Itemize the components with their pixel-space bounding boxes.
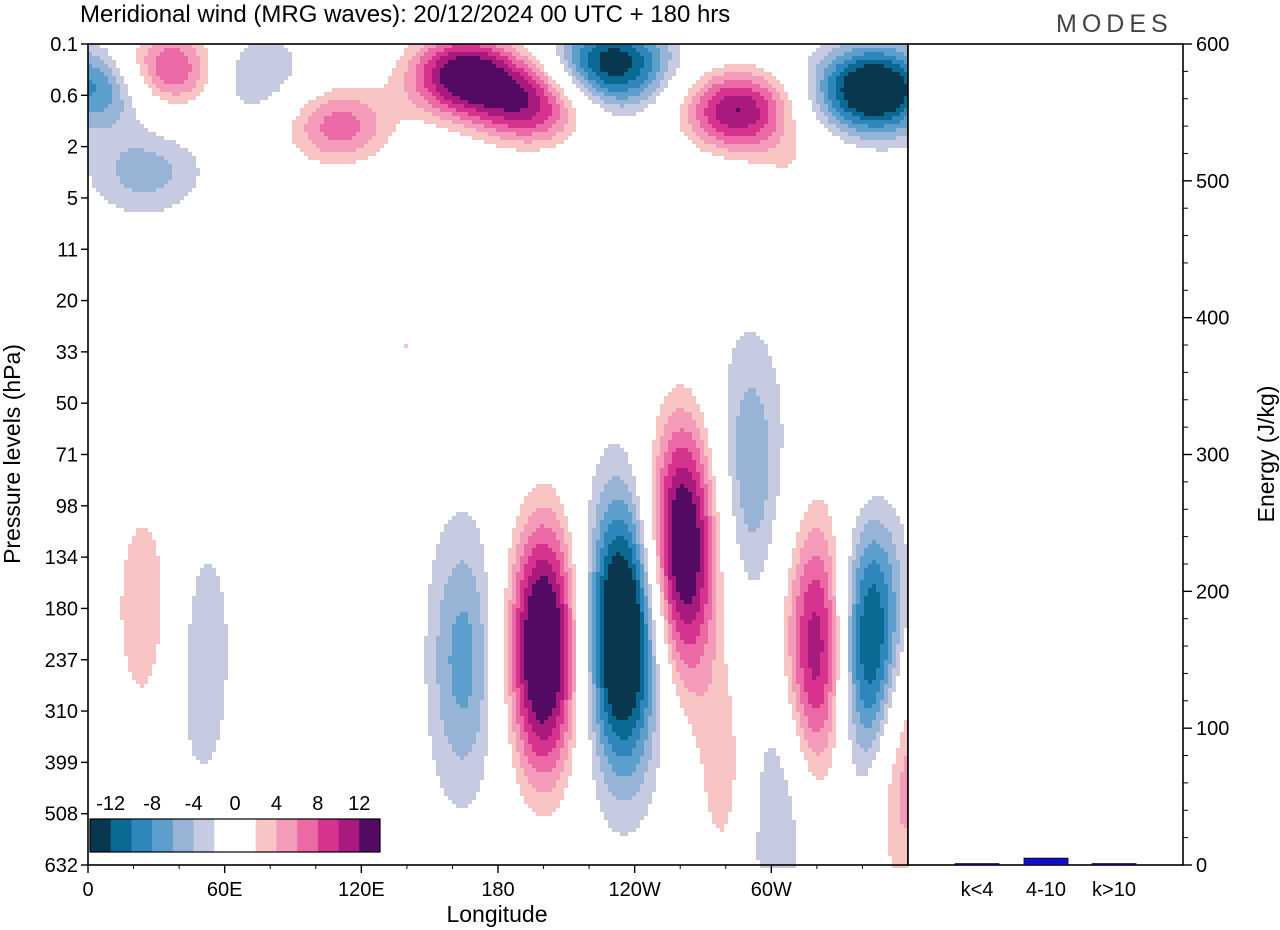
energy-tick-label: 400 <box>1196 308 1229 330</box>
energy-panel-frame <box>907 43 1184 866</box>
colorbar-swatch <box>193 819 215 852</box>
y-tick-label: 33 <box>56 342 78 364</box>
colorbar-swatch <box>235 819 257 852</box>
y-tick-label: 134 <box>45 547 78 569</box>
y-tick-label: 237 <box>45 650 78 672</box>
y-tick-label: 11 <box>57 239 78 261</box>
y-tick-label: 508 <box>45 804 78 826</box>
colorbar-label: -12 <box>96 793 125 815</box>
y-tick-label: 71 <box>56 445 78 467</box>
energy-tick-label: 200 <box>1196 581 1229 603</box>
chart-title: Meridional wind (MRG waves): 20/12/2024 … <box>80 1 730 28</box>
y-tick-label: 2 <box>67 137 78 159</box>
x-axis: 0 60E 120E 180 120W 60W <box>82 865 863 901</box>
colorbar-swatch <box>152 819 174 852</box>
colorbar-swatch <box>338 819 360 852</box>
energy-bar-panel: 0 100 200 300 400 500 600 k<4 4-10 k>10 <box>907 34 1229 901</box>
energy-category-label: k>10 <box>1092 879 1136 901</box>
heatmap-field <box>88 44 908 868</box>
colorbar-legend: -12 -8 -4 0 4 8 12 <box>89 793 381 853</box>
y-tick-label: 0.6 <box>50 85 78 107</box>
y-tick-label: 50 <box>56 393 78 415</box>
colorbar-swatch <box>317 819 340 852</box>
energy-bar <box>1023 857 1069 866</box>
energy-axis-label: Energy (J/kg) <box>1253 386 1279 523</box>
y-tick-label: 98 <box>56 496 78 518</box>
y-axis-label: Pressure levels (hPa) <box>0 344 25 564</box>
energy-bar <box>1091 863 1137 866</box>
y-tick-label: 5 <box>67 188 78 210</box>
colorbar-swatch <box>255 819 277 852</box>
energy-tick-label: 600 <box>1196 34 1229 56</box>
y-tick-label: 399 <box>45 752 78 774</box>
x-tick-label: 60W <box>751 879 792 901</box>
colorbar-label: 0 <box>229 793 240 815</box>
y-tick-label: 20 <box>56 291 78 313</box>
x-tick-label: 0 <box>82 879 93 901</box>
colorbar-label: 12 <box>348 793 370 815</box>
y-tick-label: 0.1 <box>50 34 78 56</box>
colorbar-swatch <box>214 819 236 852</box>
colorbar-swatch <box>131 819 153 852</box>
colorbar-swatch <box>297 819 319 852</box>
x-tick-label: 120E <box>338 879 385 901</box>
colorbar-swatch <box>359 819 381 852</box>
colorbar-label: -8 <box>143 793 161 815</box>
colorbar-swatch <box>172 819 195 852</box>
y-tick-label: 632 <box>45 855 78 877</box>
x-axis-label: Longitude <box>446 901 547 927</box>
modes-logo: MODES <box>1056 10 1173 38</box>
energy-tick-label: 300 <box>1196 445 1229 467</box>
colorbar-label: 4 <box>271 793 282 815</box>
energy-category-label: 4-10 <box>1026 879 1066 901</box>
y-tick-label: 180 <box>45 598 78 620</box>
y-tick-label: 310 <box>45 701 78 723</box>
y-axis: 0.1 0.6 2 5 11 20 33 50 71 98 134 180 237 310 399 508 63… <box>45 34 88 877</box>
colorbar-swatch <box>276 819 298 852</box>
colorbar-label: -4 <box>185 793 203 815</box>
colorbar-swatch <box>110 819 132 852</box>
x-tick-label: 60E <box>207 879 243 901</box>
x-tick-label: 180 <box>481 879 514 901</box>
colorbar-swatch <box>90 819 112 852</box>
colorbar-frame <box>89 818 381 853</box>
energy-tick-label: 0 <box>1196 855 1207 877</box>
energy-bar <box>954 863 1000 866</box>
energy-tick-label: 500 <box>1196 171 1229 193</box>
energy-tick-label: 100 <box>1196 718 1229 740</box>
colorbar-label: 8 <box>312 793 323 815</box>
x-tick-label: 120W <box>609 879 661 901</box>
energy-category-label: k<4 <box>961 879 994 901</box>
